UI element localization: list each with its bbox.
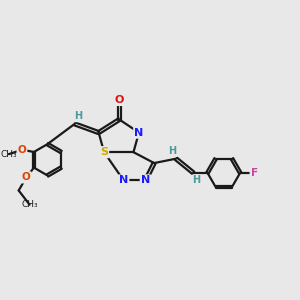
Text: O: O — [22, 172, 31, 182]
Text: CH₃: CH₃ — [21, 200, 38, 209]
Text: N: N — [134, 128, 143, 138]
Text: O: O — [18, 145, 26, 155]
Text: H: H — [74, 111, 82, 121]
Text: S: S — [100, 147, 108, 157]
Text: N: N — [119, 176, 128, 185]
Text: O: O — [115, 95, 124, 105]
Text: N: N — [141, 176, 150, 185]
Text: H: H — [193, 176, 201, 185]
Text: CH₃: CH₃ — [1, 150, 17, 159]
Text: H: H — [169, 146, 177, 156]
Text: F: F — [251, 168, 258, 178]
